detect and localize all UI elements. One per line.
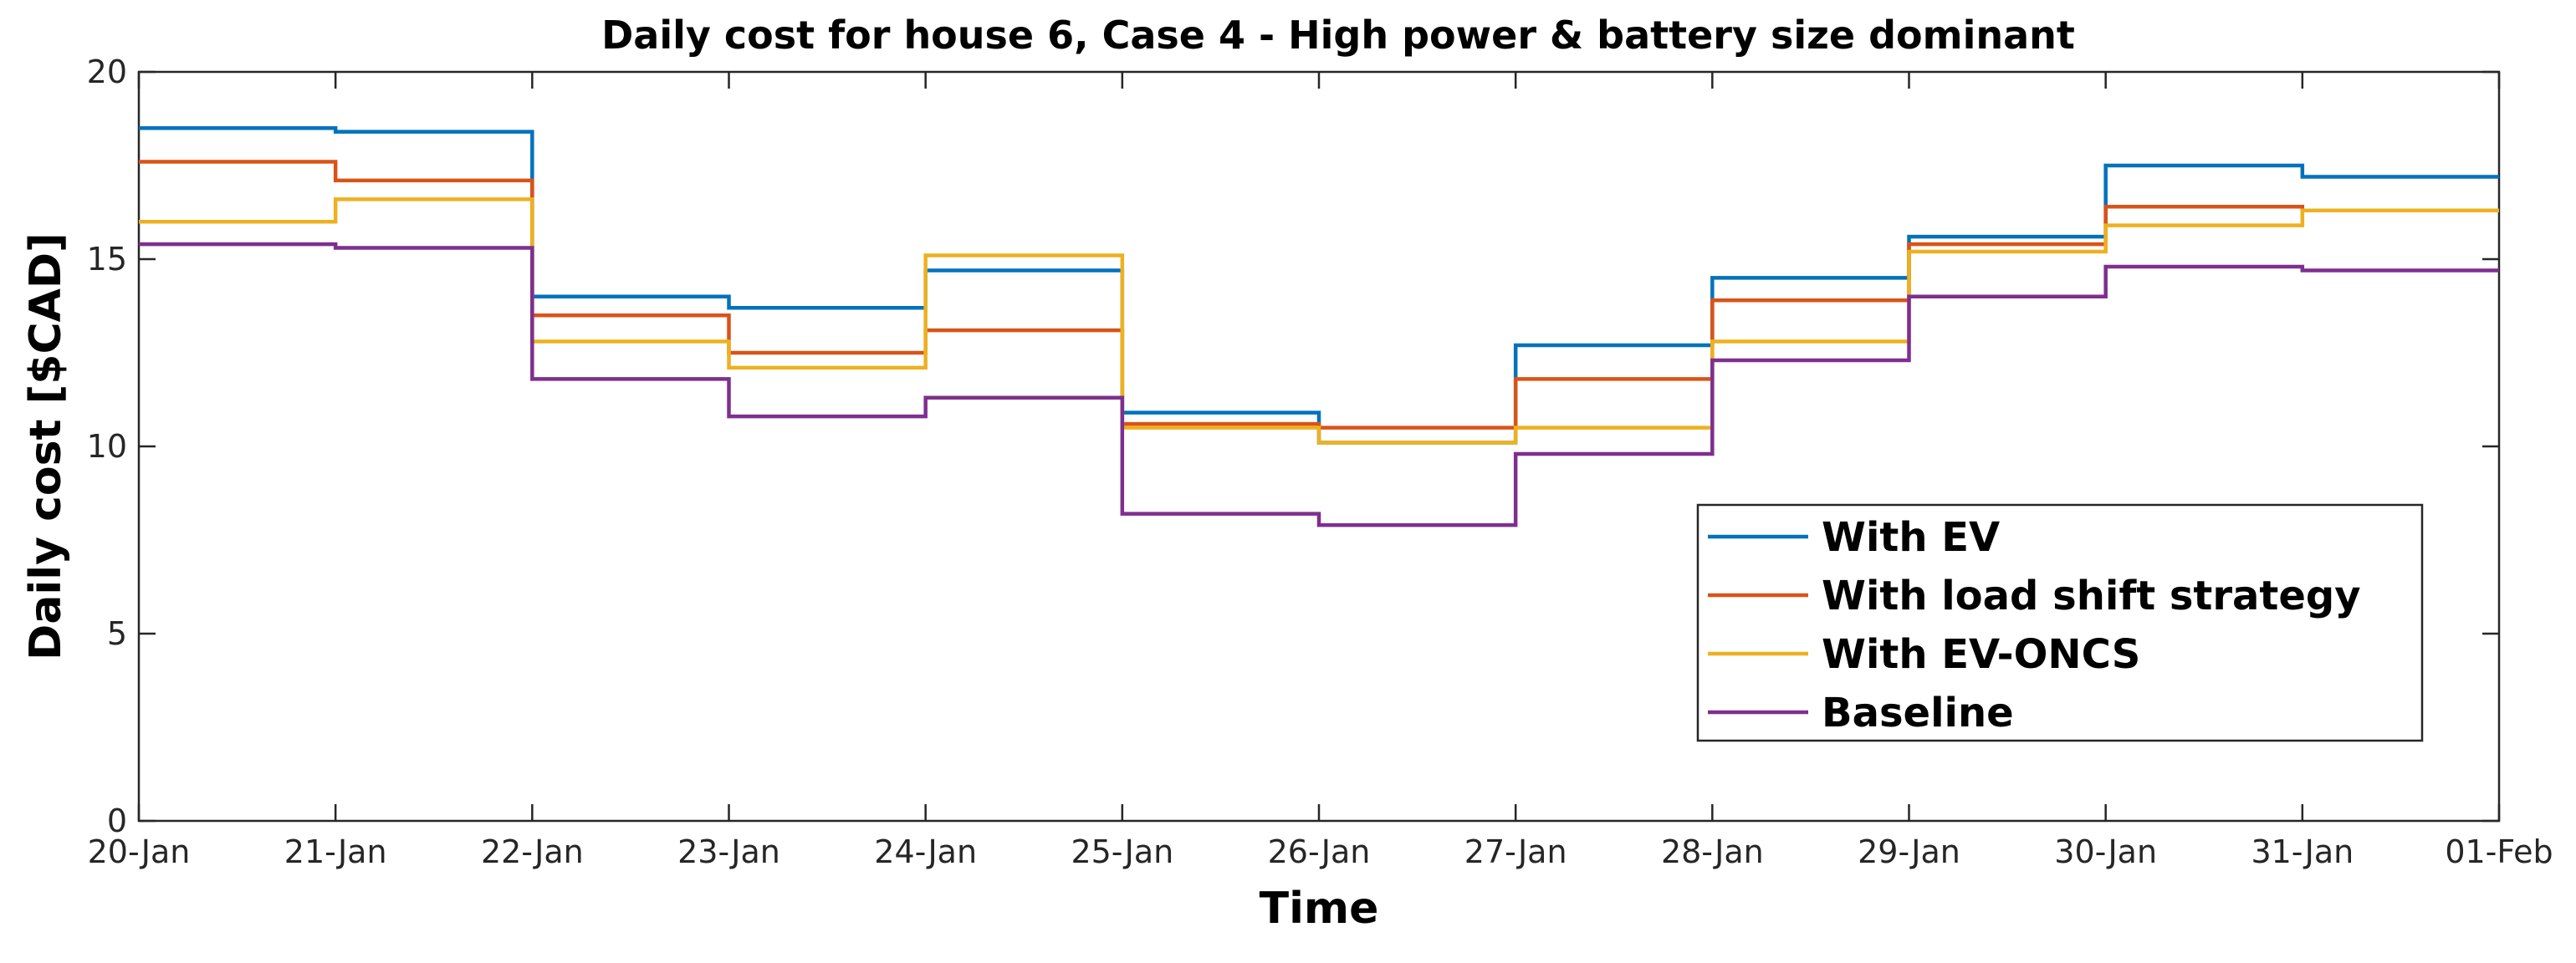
- x-tick-label: 20-Jan: [88, 833, 191, 870]
- x-tick-label: 21-Jan: [284, 833, 387, 870]
- x-tick-label: 31-Jan: [2251, 833, 2354, 870]
- y-tick-label: 5: [107, 615, 127, 652]
- y-tick-label: 15: [87, 241, 127, 278]
- x-tick-label: 27-Jan: [1464, 833, 1567, 870]
- x-tick-label: 28-Jan: [1661, 833, 1764, 870]
- x-tick-label: 23-Jan: [677, 833, 780, 870]
- x-tick-labels: 20-Jan 21-Jan 22-Jan 23-Jan 24-Jan 25-Jan 26-J…: [88, 833, 2553, 870]
- legend-label: With EV-ONCS: [1822, 631, 2140, 678]
- axis-ticks: [137, 70, 2501, 823]
- legend-label: Baseline: [1822, 690, 2014, 736]
- series-line-baseline: [139, 242, 2499, 527]
- chart-title: Daily cost for house 6, Case 4 - High po…: [601, 13, 2075, 58]
- y-tick-label: 0: [107, 802, 127, 839]
- x-tick-label: 25-Jan: [1071, 833, 1173, 870]
- legend-label: With EV: [1822, 514, 2000, 561]
- y-tick-labels: 0 5 10 15 20: [87, 54, 127, 839]
- x-tick-label: 26-Jan: [1268, 833, 1371, 870]
- y-tick-label: 10: [87, 428, 127, 465]
- x-tick-label: 01-Feb: [2445, 833, 2553, 870]
- x-axis-label: Time: [1260, 884, 1379, 934]
- x-tick-label: 24-Jan: [874, 833, 977, 870]
- y-tick-label: 20: [87, 54, 127, 90]
- legend-box: [1696, 503, 2424, 742]
- legend-label: With load shift strategy: [1822, 573, 2361, 619]
- legend: With EV With load shift strategy With EV-O…: [1696, 503, 2424, 742]
- y-axis-label: Daily cost [$CAD]: [21, 232, 71, 660]
- x-tick-label: 30-Jan: [2054, 833, 2157, 870]
- x-tick-label: 29-Jan: [1858, 833, 1960, 870]
- plot-area: [137, 70, 2501, 823]
- x-tick-label: 22-Jan: [481, 833, 584, 870]
- series-group: [139, 125, 2499, 527]
